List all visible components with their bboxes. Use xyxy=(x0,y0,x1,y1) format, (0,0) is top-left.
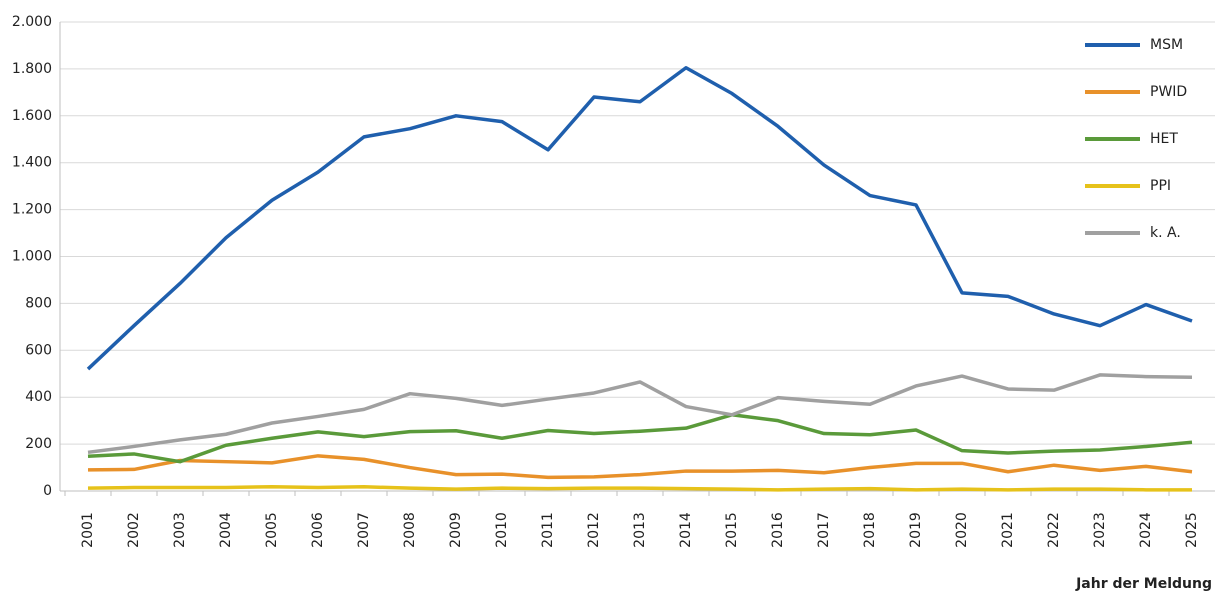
x-tick-label: 2014 xyxy=(678,512,694,548)
x-tick-label: 2011 xyxy=(540,512,556,548)
series-line xyxy=(87,485,1192,492)
x-tick-label: 2003 xyxy=(172,512,188,548)
series-line xyxy=(87,454,1193,480)
x-tick-label: 2024 xyxy=(1138,512,1154,548)
x-tick-label: 2021 xyxy=(1000,512,1016,548)
y-tick-label: 1.200 xyxy=(12,202,52,218)
series-line xyxy=(86,65,1193,371)
x-tick-label: 2015 xyxy=(724,512,740,548)
legend-label: PWID xyxy=(1150,84,1187,100)
x-tick-label: 2002 xyxy=(126,512,142,548)
x-tick-label: 2017 xyxy=(816,512,832,548)
x-tick-label: 2023 xyxy=(1092,512,1108,548)
y-tick-label: 600 xyxy=(25,342,52,358)
x-tick-label: 2018 xyxy=(862,512,878,548)
x-tick-label: 2004 xyxy=(218,512,234,548)
y-tick-label: 1.400 xyxy=(12,155,52,171)
legend-label: PPI xyxy=(1150,178,1171,194)
y-tick-label: 400 xyxy=(25,389,52,405)
x-tick-label: 2022 xyxy=(1046,512,1062,548)
x-tick-label: 2005 xyxy=(264,512,280,548)
x-tick-label: 2025 xyxy=(1184,512,1200,548)
x-tick-label: 2010 xyxy=(494,512,510,548)
x-tick-label: 2020 xyxy=(954,512,970,548)
x-tick-label: 2001 xyxy=(80,512,96,548)
x-tick-label: 2016 xyxy=(770,512,786,548)
legend-label: HET xyxy=(1150,131,1178,147)
x-tick-label: 2019 xyxy=(908,512,924,548)
x-tick-label: 2013 xyxy=(632,512,648,548)
x-tick-label: 2007 xyxy=(356,512,372,548)
legend-label: MSM xyxy=(1150,37,1183,53)
x-tick-label: 2012 xyxy=(586,512,602,548)
y-tick-label: 0 xyxy=(43,483,52,499)
y-tick-label: 1.600 xyxy=(12,108,52,124)
legend-label: k. A. xyxy=(1150,225,1181,241)
y-tick-label: 2.000 xyxy=(12,14,52,30)
y-tick-label: 1.800 xyxy=(12,61,52,77)
x-tick-label: 2009 xyxy=(448,512,464,548)
x-axis-title: Jahr der Meldung xyxy=(1075,576,1212,592)
y-tick-label: 200 xyxy=(25,436,52,452)
y-tick-label: 1.000 xyxy=(12,249,52,265)
x-tick-label: 2006 xyxy=(310,512,326,548)
y-tick-label: 800 xyxy=(25,295,52,311)
series-line xyxy=(87,373,1193,455)
x-tick-label: 2008 xyxy=(402,512,418,548)
series-line xyxy=(87,413,1193,464)
